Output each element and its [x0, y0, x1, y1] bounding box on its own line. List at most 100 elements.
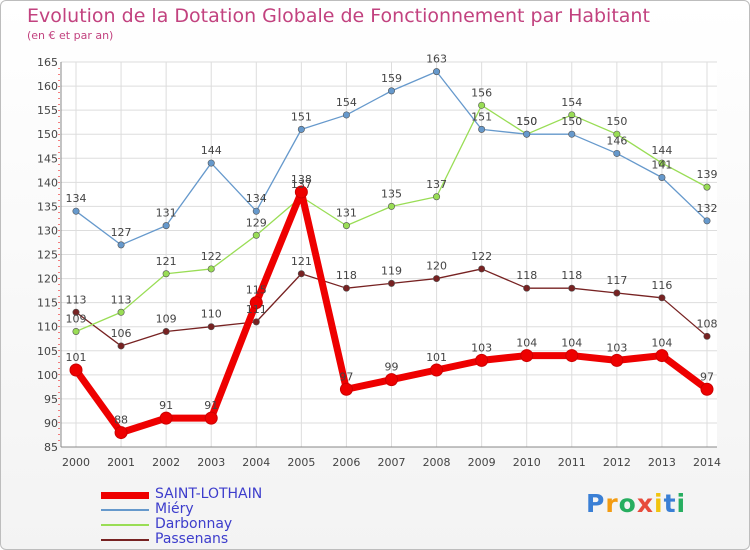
data-point-darbonnay — [433, 193, 441, 201]
data-label-mi-ry: 150 — [561, 115, 582, 128]
legend-item: SAINT-LOTHAIN — [101, 486, 401, 502]
legend-label: SAINT-LOTHAIN — [155, 486, 263, 502]
data-label-saint-lothain: 104 — [651, 337, 672, 350]
data-point-mi-ry — [207, 159, 215, 167]
logo-letter: o — [618, 489, 637, 518]
data-label-darbonnay: 109 — [66, 313, 87, 326]
data-label-saint-lothain: 101 — [426, 351, 447, 364]
data-point-darbonnay — [658, 159, 666, 167]
data-label-mi-ry: 163 — [426, 53, 447, 66]
legend-swatch — [101, 509, 149, 511]
data-label-darbonnay: 129 — [246, 216, 267, 229]
data-point-passenans — [72, 308, 80, 316]
data-point-saint-lothain — [430, 363, 444, 377]
data-point-saint-lothain — [249, 296, 263, 310]
data-point-mi-ry — [252, 207, 260, 215]
data-point-passenans — [387, 279, 395, 287]
data-point-passenans — [523, 284, 531, 292]
legend-item: Darbonnay — [101, 516, 401, 532]
data-label-saint-lothain: 103 — [606, 341, 627, 354]
data-label-saint-lothain: 104 — [561, 337, 582, 350]
y-tick-label: 130 — [37, 224, 58, 237]
x-tick-label: 2014 — [693, 456, 721, 469]
data-point-passenans — [342, 284, 350, 292]
data-point-saint-lothain — [204, 411, 218, 425]
data-label-saint-lothain: 103 — [471, 341, 492, 354]
data-point-saint-lothain — [610, 353, 624, 367]
legend-item: Passenans — [101, 531, 401, 547]
data-label-darbonnay: 144 — [651, 144, 672, 157]
data-point-mi-ry — [613, 149, 621, 157]
data-point-passenans — [433, 275, 441, 283]
data-label-mi-ry: 144 — [201, 144, 222, 157]
chart-subtitle: (en € et par an) — [27, 29, 114, 42]
data-label-saint-lothain: 138 — [291, 173, 312, 186]
data-point-passenans — [478, 265, 486, 273]
data-label-darbonnay: 131 — [336, 207, 357, 220]
series-layer — [69, 68, 714, 440]
data-label-mi-ry: 159 — [381, 72, 402, 85]
data-label-mi-ry: 151 — [291, 110, 312, 123]
data-point-passenans — [297, 270, 305, 278]
data-label-passenans: 108 — [697, 317, 718, 330]
data-point-mi-ry — [658, 174, 666, 182]
data-point-passenans — [207, 323, 215, 331]
data-point-saint-lothain — [69, 363, 83, 377]
data-label-passenans: 117 — [606, 274, 627, 287]
y-tick-label: 150 — [37, 128, 58, 141]
data-point-darbonnay — [613, 130, 621, 138]
data-label-mi-ry: 154 — [336, 96, 357, 109]
x-tick-label: 2001 — [107, 456, 135, 469]
data-point-mi-ry — [703, 217, 711, 225]
data-point-saint-lothain — [294, 185, 308, 199]
data-label-passenans: 111 — [246, 303, 267, 316]
x-tick-label: 2009 — [468, 456, 496, 469]
data-point-mi-ry — [342, 111, 350, 119]
data-point-darbonnay — [162, 270, 170, 278]
data-label-saint-lothain: 99 — [385, 361, 399, 374]
data-point-mi-ry — [568, 130, 576, 138]
data-label-passenans: 122 — [471, 250, 492, 263]
data-label-darbonnay: 137 — [291, 178, 312, 191]
data-label-darbonnay: 122 — [201, 250, 222, 263]
data-point-mi-ry — [523, 130, 531, 138]
data-point-passenans — [613, 289, 621, 297]
data-label-mi-ry: 151 — [471, 110, 492, 123]
legend-label: Darbonnay — [155, 516, 233, 532]
data-point-passenans — [658, 294, 666, 302]
data-labels: 113 106 109 110 111 121 118 119 120 122 118 118 117 1… — [66, 53, 718, 427]
data-label-mi-ry: 134 — [246, 192, 267, 205]
x-tick-label: 2000 — [62, 456, 90, 469]
data-label-darbonnay: 150 — [516, 115, 537, 128]
x-tick-label: 2004 — [242, 456, 270, 469]
data-point-saint-lothain — [655, 349, 669, 363]
x-tick-label: 2013 — [648, 456, 676, 469]
data-point-mi-ry — [478, 125, 486, 133]
data-point-darbonnay — [207, 265, 215, 273]
data-label-saint-lothain: 97 — [339, 370, 353, 383]
logo-letter: i — [654, 489, 664, 518]
data-point-saint-lothain — [339, 382, 353, 396]
data-point-darbonnay — [568, 111, 576, 119]
data-label-passenans: 110 — [201, 308, 222, 321]
data-label-darbonnay: 137 — [426, 178, 447, 191]
data-label-darbonnay: 135 — [381, 187, 402, 200]
y-tick-label: 95 — [44, 393, 58, 406]
data-label-passenans: 118 — [516, 269, 537, 282]
data-point-saint-lothain — [700, 382, 714, 396]
data-label-mi-ry: 141 — [651, 159, 672, 172]
data-label-passenans: 116 — [651, 279, 672, 292]
y-tick-label: 165 — [37, 56, 58, 69]
x-tick-label: 2008 — [423, 456, 451, 469]
logo-letter: x — [636, 489, 654, 518]
proxiti-logo: Proxiti — [586, 489, 686, 518]
data-label-darbonnay: 150 — [606, 115, 627, 128]
data-label-passenans: 119 — [381, 264, 402, 277]
x-tick-label: 2012 — [603, 456, 631, 469]
y-tick-label: 105 — [37, 345, 58, 358]
legend-swatch — [101, 492, 149, 499]
data-label-passenans: 120 — [426, 260, 447, 273]
data-label-mi-ry: 150 — [516, 115, 537, 128]
